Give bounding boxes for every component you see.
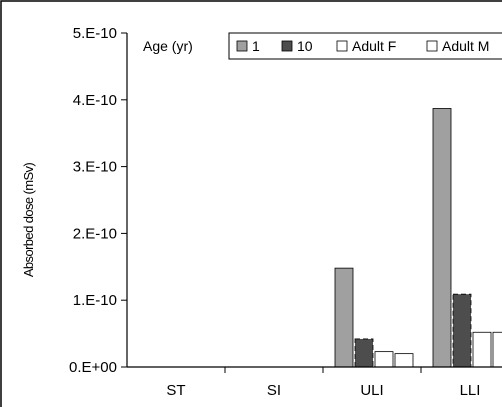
bar	[492, 331, 502, 368]
legend-swatch	[281, 40, 293, 52]
legend-label: 1	[252, 38, 260, 54]
bar	[472, 331, 492, 368]
x-tick-label: ST	[166, 382, 185, 399]
x-tick-label: SI	[267, 382, 281, 399]
y-tick-label: 3.E-10	[73, 159, 117, 176]
y-tick-label: 0.E+00	[69, 359, 117, 376]
y-axis-label: Absorbed dose (mSv)	[21, 163, 36, 278]
y-tick-label: 4.E-10	[73, 92, 117, 109]
legend-label: Adult M	[442, 38, 489, 54]
bar	[432, 108, 452, 368]
legend-swatch	[236, 40, 248, 52]
x-tick-label: ULI	[360, 382, 383, 399]
legend: Age (yr) 1 10 Adult F Adult M	[143, 32, 502, 60]
bar	[334, 267, 354, 368]
bar	[374, 351, 394, 368]
y-tick-label: 2.E-10	[73, 225, 117, 242]
legend-title: Age (yr)	[143, 38, 193, 54]
legend-label: 10	[297, 38, 313, 54]
legend-swatch	[336, 40, 348, 52]
bar	[354, 338, 374, 368]
y-axis: 0.E+00 1.E-10 2.E-10 3.E-10 4.E-10 5.E-10	[69, 25, 128, 376]
x-axis: ST SI ULI LLI	[127, 366, 502, 399]
legend-box	[228, 32, 502, 60]
x-tick-label: LLI	[460, 382, 481, 399]
bar	[394, 353, 414, 368]
legend-label: Adult F	[352, 38, 396, 54]
y-tick-label: 5.E-10	[73, 25, 117, 42]
bar	[452, 293, 472, 368]
y-tick-label: 1.E-10	[73, 292, 117, 309]
legend-swatch	[426, 40, 438, 52]
